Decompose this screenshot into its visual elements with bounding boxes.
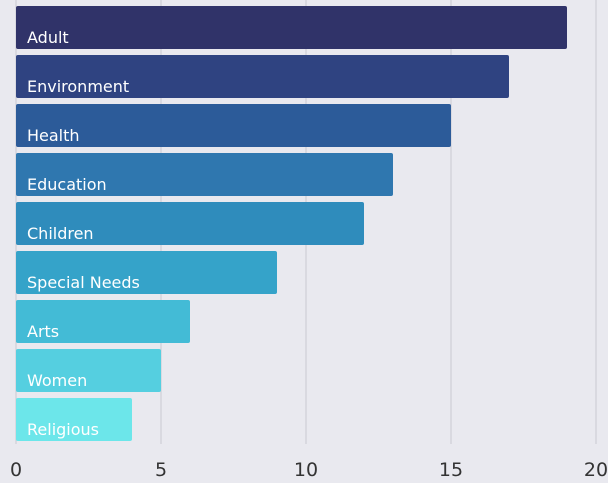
x-tick-label: 20 [584,459,608,481]
x-tick-label: 5 [155,459,167,481]
bar [16,251,277,294]
bar-label: Arts [27,322,59,341]
bar-label: Education [27,175,107,194]
x-tick-label: 15 [439,459,463,481]
bar-label: Religious [27,420,99,439]
x-tick-label: 10 [294,459,318,481]
bar [16,349,161,392]
bar-label: Environment [27,77,129,96]
bar [16,202,364,245]
bar [16,153,393,196]
bars: Adult Environment Health Education Children S… [16,6,567,441]
bar [16,55,509,98]
bar-label: Children [27,224,94,243]
x-axis-ticks: 0 5 10 15 20 [10,459,608,481]
bar [16,6,567,49]
x-tick-label: 0 [10,459,22,481]
bar-label: Health [27,126,80,145]
bar [16,104,451,147]
bar [16,300,190,343]
bar-label: Women [27,371,87,390]
bar-label: Special Needs [27,273,140,292]
bar-label: Adult [27,28,69,47]
bar [16,398,132,441]
